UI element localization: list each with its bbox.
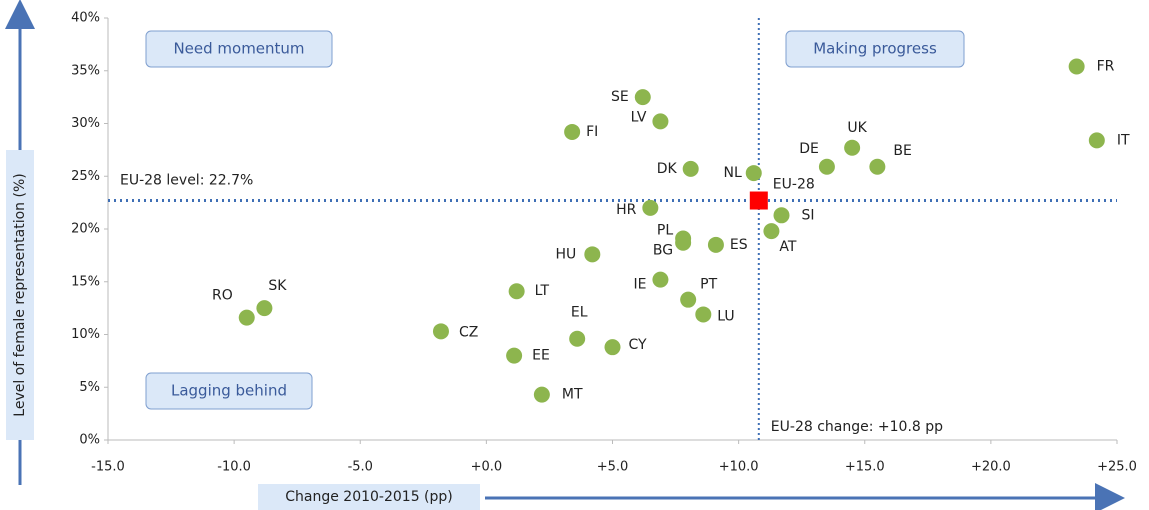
- quadrant-label: Making progress: [813, 40, 937, 58]
- point-label: HU: [556, 246, 577, 262]
- point-label: NL: [723, 165, 741, 181]
- quadrant-box: [145, 30, 333, 68]
- y-tick-label: 40%: [71, 11, 100, 26]
- point-label: CY: [629, 337, 648, 353]
- point-label: ES: [730, 237, 748, 253]
- point-label: LU: [717, 308, 734, 324]
- point-label: LV: [631, 109, 647, 125]
- point: [707, 236, 724, 253]
- point-label: EE: [532, 348, 550, 364]
- point-label: PT: [700, 277, 717, 293]
- quadrant-label: Lagging behind: [171, 382, 287, 400]
- x-tick-label: +25.0: [1097, 460, 1137, 475]
- annotation: EU-28 change: +10.8 pp: [771, 419, 943, 435]
- point-label: HR: [616, 202, 637, 218]
- point: [238, 309, 255, 326]
- point-label: UK: [847, 120, 867, 136]
- x-tick-label: +15.0: [845, 460, 885, 475]
- y-axis-label: Level of female representation (%): [12, 173, 28, 416]
- x-tick-label: -15.0: [91, 460, 125, 475]
- x-tick-label: +0.0: [471, 460, 503, 475]
- point-label: FR: [1097, 59, 1115, 75]
- point: [680, 291, 697, 308]
- point: [564, 123, 581, 140]
- quadrant-label: Need momentum: [173, 40, 304, 58]
- point: [533, 386, 550, 403]
- x-tick-label: +20.0: [971, 460, 1011, 475]
- point-label: AT: [779, 239, 796, 255]
- point: [256, 300, 273, 317]
- point: [506, 347, 523, 364]
- point: [569, 330, 586, 347]
- point: [844, 139, 861, 156]
- point-label: SE: [611, 89, 629, 105]
- point-label: EU-28: [773, 177, 815, 193]
- point: [642, 199, 659, 216]
- point-label: SI: [802, 207, 815, 223]
- y-tick-label: 25%: [71, 169, 100, 184]
- point-label: DE: [799, 141, 819, 157]
- point-label: FI: [586, 124, 598, 140]
- point-label: MT: [562, 387, 583, 403]
- eu-point: [749, 191, 768, 210]
- point-label: PL: [657, 222, 673, 238]
- point: [695, 306, 712, 323]
- x-tick-label: +5.0: [597, 460, 629, 475]
- point: [432, 323, 449, 340]
- point-label: IT: [1117, 132, 1130, 148]
- point-label: IE: [633, 277, 646, 293]
- point: [818, 158, 835, 175]
- y-tick-label: 0%: [79, 433, 100, 448]
- point: [604, 339, 621, 356]
- point-label: BG: [653, 243, 673, 259]
- point: [682, 160, 699, 177]
- point: [675, 234, 692, 251]
- point-label: DK: [657, 161, 678, 177]
- point: [1088, 132, 1105, 149]
- x-tick-label: -10.0: [217, 460, 251, 475]
- point-label: CZ: [459, 324, 478, 340]
- point: [773, 207, 790, 224]
- point: [634, 89, 651, 106]
- point: [763, 223, 780, 240]
- point-label: RO: [212, 288, 233, 304]
- x-axis-label: Change 2010-2015 (pp): [285, 489, 453, 505]
- point: [584, 246, 601, 263]
- quadrant-box: [145, 372, 313, 410]
- x-tick-label: -5.0: [348, 460, 373, 475]
- point-label: SK: [268, 278, 287, 294]
- point: [745, 165, 762, 182]
- y-tick-label: 15%: [71, 274, 100, 289]
- x-tick-label: +10.0: [719, 460, 759, 475]
- y-tick-label: 10%: [71, 327, 100, 342]
- y-tick-label: 35%: [71, 63, 100, 78]
- point: [508, 283, 525, 300]
- y-tick-label: 5%: [79, 380, 100, 395]
- point-label: EL: [571, 305, 588, 321]
- point: [652, 271, 669, 288]
- point-label: BE: [893, 143, 911, 159]
- y-label-box: [6, 150, 34, 440]
- y-tick-label: 30%: [71, 116, 100, 131]
- quadrant-box: [785, 30, 965, 68]
- y-tick-label: 20%: [71, 222, 100, 237]
- point: [652, 113, 669, 130]
- annotation: EU-28 level: 22.7%: [120, 173, 253, 189]
- point: [869, 158, 886, 175]
- x-label-box: [258, 484, 480, 510]
- point: [1068, 58, 1085, 75]
- point-label: LT: [535, 283, 550, 299]
